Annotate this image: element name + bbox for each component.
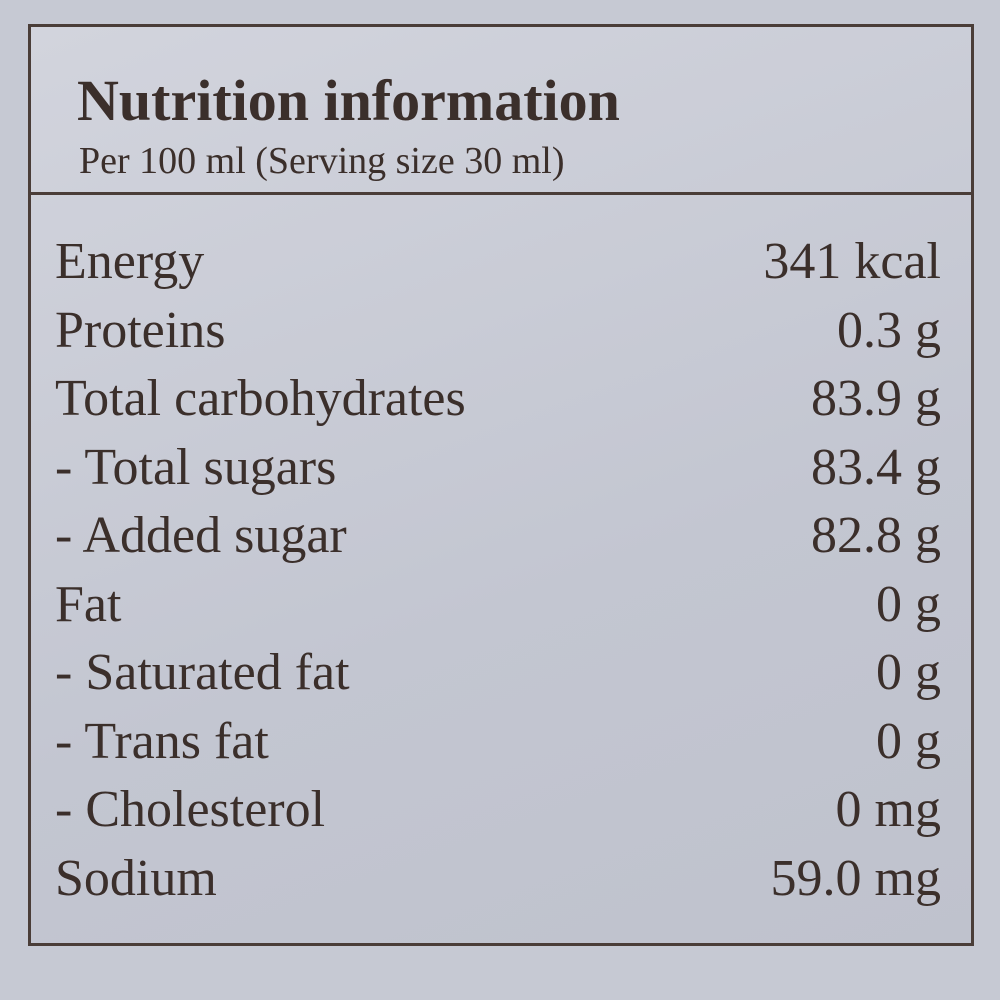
table-row: Sodium 59.0 mg [55, 846, 941, 912]
nutrient-value: 0.3 g [837, 301, 941, 359]
nutrient-value: 0 mg [835, 781, 941, 838]
nutrient-name: Total carbohydrates [55, 370, 466, 427]
table-row: - Trans fat 0 g [55, 709, 941, 775]
separator [31, 192, 971, 195]
table-row: Proteins 0.3 g [55, 298, 941, 364]
nutrient-name: Proteins [55, 301, 226, 359]
nutrient-name: Sodium [55, 849, 217, 907]
nutrient-value: 0 g [876, 575, 941, 633]
title: Nutrition information [77, 68, 620, 133]
nutrient-value: 59.0 mg [770, 849, 941, 907]
nutrient-name: Fat [55, 575, 122, 633]
nutrient-name: - Cholesterol [55, 781, 326, 838]
table-row: - Cholesterol 0 mg [55, 777, 941, 843]
table-row: Energy 341 kcal [55, 229, 941, 295]
nutrient-value: 341 kcal [763, 233, 941, 290]
nutrient-name: - Saturated fat [55, 644, 350, 701]
table-row: - Saturated fat 0 g [55, 640, 941, 706]
nutrient-name: - Added sugar [55, 507, 347, 564]
nutrient-name: Energy [55, 233, 205, 290]
nutrient-value: 0 g [876, 712, 941, 770]
table-row: - Total sugars 83.4 g [55, 435, 941, 501]
nutrition-label: Nutrition information Per 100 ml (Servin… [28, 24, 974, 946]
nutrient-name: - Trans fat [55, 712, 269, 770]
table-row: - Added sugar 82.8 g [55, 503, 941, 569]
table-row: Fat 0 g [55, 572, 941, 638]
nutrient-value: 83.4 g [811, 438, 941, 496]
nutrient-value: 83.9 g [811, 370, 941, 427]
nutrient-name: - Total sugars [55, 438, 337, 496]
nutrient-value: 0 g [876, 644, 941, 701]
subtitle: Per 100 ml (Serving size 30 ml) [79, 140, 565, 182]
table-row: Total carbohydrates 83.9 g [55, 366, 941, 432]
nutrient-value: 82.8 g [811, 507, 941, 564]
